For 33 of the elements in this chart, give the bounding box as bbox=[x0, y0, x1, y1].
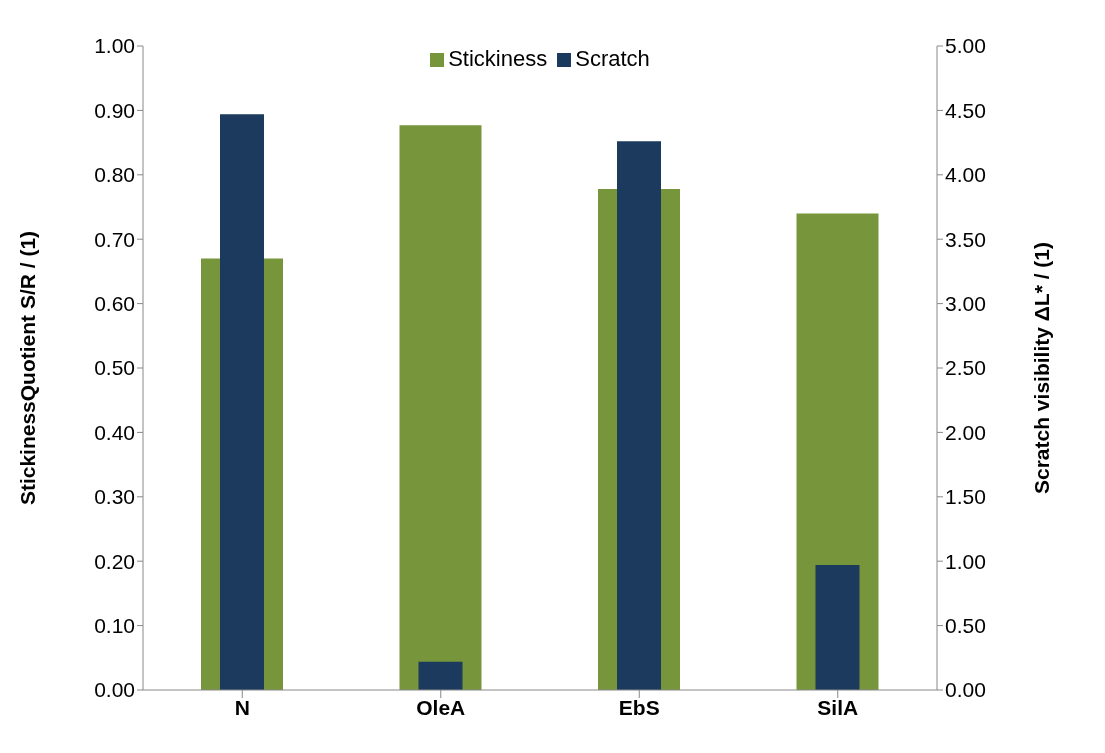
legend-label: Stickiness bbox=[448, 46, 548, 71]
y-tick-label: 0.70 bbox=[94, 227, 135, 251]
bar bbox=[418, 661, 463, 690]
y2-tick-label: 1.00 bbox=[945, 549, 986, 573]
y-tick-label: 0.80 bbox=[94, 163, 135, 187]
y-tick-label: 0.60 bbox=[94, 292, 135, 316]
y2-tick-label: 2.50 bbox=[945, 356, 986, 380]
y2-tick-label: 0.50 bbox=[945, 614, 986, 638]
y2-tick-label: 2.00 bbox=[945, 420, 986, 444]
y-tick-label: 0.50 bbox=[94, 356, 135, 380]
y-tick-label: 0.40 bbox=[94, 420, 135, 444]
bar bbox=[815, 565, 860, 690]
y2-tick-label: 4.50 bbox=[945, 98, 986, 122]
y-tick-label: 0.20 bbox=[94, 549, 135, 573]
y-tick-label: 0.10 bbox=[94, 614, 135, 638]
y2-axis-title: Scratch visibility ΔL* / (1) bbox=[1030, 242, 1054, 494]
y-axis-title: StickinessQuotient S/R / (1) bbox=[16, 230, 40, 506]
y2-tick-label: 4.00 bbox=[945, 163, 986, 187]
y2-tick-label: 3.50 bbox=[945, 227, 986, 251]
x-tick-label: OleA bbox=[416, 695, 466, 719]
x-tick-label: N bbox=[234, 695, 250, 719]
y-tick-label: 0.00 bbox=[94, 678, 135, 702]
y-tick-label: 0.30 bbox=[94, 485, 135, 509]
bar bbox=[399, 125, 482, 690]
y2-tick-label: 3.00 bbox=[945, 292, 986, 316]
y2-tick-label: 1.50 bbox=[945, 485, 986, 509]
x-tick-label: EbS bbox=[618, 695, 660, 719]
y-tick-label: 1.00 bbox=[94, 34, 135, 58]
y-tick-label: 0.90 bbox=[94, 98, 135, 122]
legend-label: Scratch bbox=[575, 46, 650, 71]
y2-tick-label: 0.00 bbox=[945, 678, 986, 702]
y2-tick-label: 5.00 bbox=[945, 34, 986, 58]
x-tick-label: SilA bbox=[817, 695, 859, 719]
